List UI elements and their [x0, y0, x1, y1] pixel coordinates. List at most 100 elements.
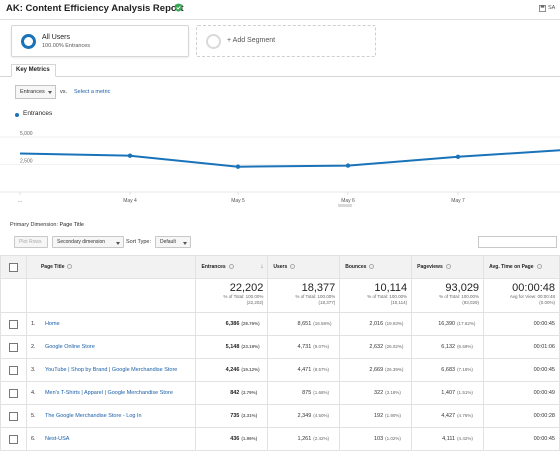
- help-icon[interactable]: [67, 264, 73, 270]
- column-header-page-title[interactable]: Page Title: [25, 255, 197, 279]
- table-header-row: Page Title Entrances ↓ Users Bounces Page…: [0, 255, 560, 279]
- data-point: [345, 163, 351, 168]
- segment-name: All Users: [42, 34, 71, 41]
- entrances-line-chart: 5,000 2,500... May 4 May 5 May 6 May 7: [0, 131, 560, 207]
- avg-time-cell: 00:00:49: [483, 381, 560, 405]
- pageviews-cell: 6,132 (6.59%): [411, 335, 485, 359]
- help-icon[interactable]: [536, 264, 542, 270]
- users-cell: 1,261 (2.42%): [267, 427, 341, 451]
- total-avg-time: 00:00:48 Avg for View: 00:00:48 (0.00%): [483, 278, 560, 313]
- row-checkbox[interactable]: [8, 365, 18, 375]
- primary-dimension: Primary Dimension: Page Title: [10, 222, 84, 228]
- help-icon[interactable]: [445, 264, 451, 270]
- save-button[interactable]: SA: [548, 5, 556, 11]
- row-rank: 3.: [30, 367, 36, 373]
- column-header-pageviews[interactable]: Pageviews: [411, 255, 485, 279]
- secondary-dimension-dropdown[interactable]: Secondary dimension: [52, 236, 124, 248]
- row-checkbox[interactable]: [8, 411, 18, 421]
- chevron-down-icon: [116, 242, 120, 245]
- sort-type-dropdown[interactable]: Default: [155, 236, 191, 248]
- table-search-input[interactable]: [478, 236, 557, 248]
- bounces-cell: 192 (1.90%): [339, 404, 413, 428]
- page-title-link[interactable]: The Google Merchandise Store - Log In: [44, 412, 142, 419]
- table-row: 3. YouTube | Shop by Brand | Google Merch…: [0, 358, 560, 382]
- avg-time-cell: 00:00:28: [483, 404, 560, 428]
- row-checkbox[interactable]: [8, 388, 18, 398]
- users-cell: 4,731 (9.07%): [267, 335, 341, 359]
- data-point: [127, 153, 133, 158]
- help-icon[interactable]: [290, 264, 296, 270]
- metric-dropdown-label: Entrances: [20, 89, 45, 95]
- page-title-link[interactable]: YouTube | Shop by Brand | Google Merchan…: [44, 366, 178, 373]
- secondary-dimension-label: Secondary dimension: [57, 239, 106, 245]
- y-tick-label: 5,000: [20, 131, 33, 137]
- pageviews-cell: 6,683 (7.18%): [411, 358, 485, 382]
- entrances-cell: 436 (1.96%): [195, 427, 269, 451]
- page-title-link[interactable]: Home: [44, 320, 60, 327]
- avg-time-cell: 00:00:45: [483, 427, 560, 451]
- page-title-link[interactable]: Nest-USA: [44, 435, 70, 442]
- users-cell: 8,651 (16.58%): [267, 312, 341, 336]
- table-row: 4. Men's T-Shirts | Apparel | Google Merc…: [0, 381, 560, 405]
- page-title-cell: 3. YouTube | Shop by Brand | Google Merch…: [25, 358, 197, 382]
- add-segment-label: + Add Segment: [227, 37, 276, 44]
- row-rank: 2.: [30, 344, 36, 350]
- row-checkbox[interactable]: [8, 342, 18, 352]
- entrances-cell: 6,386 (28.76%): [195, 312, 269, 336]
- vs-label: vs.: [60, 89, 68, 95]
- x-tick-label: ...: [18, 198, 22, 204]
- page-title-cell: 1. Home: [25, 312, 197, 336]
- users-cell: 875 (1.68%): [267, 381, 341, 405]
- empty-circle-icon: [206, 34, 221, 49]
- totals-row: 22,202% of Total: 100.00% (22,202) 18,377…: [0, 278, 560, 313]
- page-title-link[interactable]: Men's T-Shirts | Apparel | Google Mercha…: [44, 389, 173, 396]
- column-header-bounces[interactable]: Bounces: [339, 255, 413, 279]
- legend-entrances: Entrances: [23, 110, 53, 117]
- bounces-cell: 322 (3.18%): [339, 381, 413, 405]
- pageviews-cell: 4,427 (4.76%): [411, 404, 485, 428]
- select-metric-link[interactable]: Select a metric: [74, 89, 111, 95]
- bounces-cell: 2,632 (26.02%): [339, 335, 413, 359]
- help-icon[interactable]: [369, 264, 375, 270]
- entrances-cell: 4,246 (19.12%): [195, 358, 269, 382]
- segment-all-users[interactable]: All Users 100.00% Entrances: [11, 25, 189, 57]
- column-header-entrances[interactable]: Entrances ↓: [195, 255, 269, 279]
- column-header-users[interactable]: Users: [267, 255, 341, 279]
- bounces-cell: 2,669 (26.39%): [339, 358, 413, 382]
- users-cell: 4,471 (8.57%): [267, 358, 341, 382]
- save-icon[interactable]: [539, 5, 546, 12]
- x-tick-label: May 4: [123, 198, 137, 204]
- page-title-cell: 5. The Google Merchandise Store - Log In: [25, 404, 197, 428]
- entrances-cell: 842 (3.79%): [195, 381, 269, 405]
- metric-dropdown[interactable]: Entrances: [15, 85, 56, 99]
- total-entrances: 22,202% of Total: 100.00% (22,202): [195, 278, 269, 313]
- add-segment-button[interactable]: + Add Segment: [196, 25, 376, 57]
- users-cell: 2,349 (4.50%): [267, 404, 341, 428]
- tab-key-metrics[interactable]: Key Metrics: [11, 64, 56, 77]
- row-rank: 1.: [30, 321, 36, 327]
- table-row: 1. Home 6,386 (28.76%) 8,651 (16.58%) 2,016 (19…: [0, 312, 560, 336]
- help-icon[interactable]: [228, 264, 234, 270]
- legend-marker-icon: [15, 113, 19, 117]
- series-line-entrances: [19, 149, 560, 168]
- primary-dimension-value[interactable]: Page Title: [59, 222, 84, 228]
- row-checkbox[interactable]: [8, 434, 18, 444]
- data-table: Page Title Entrances ↓ Users Bounces Page…: [0, 255, 560, 451]
- entrances-cell: 735 (3.31%): [195, 404, 269, 428]
- data-point: [235, 164, 241, 169]
- pageviews-cell: 4,111 (4.42%): [411, 427, 485, 451]
- table-row: 5. The Google Merchandise Store - Log In 7…: [0, 404, 560, 428]
- entrances-cell: 5,148 (23.19%): [195, 335, 269, 359]
- select-all-checkbox[interactable]: [8, 262, 18, 272]
- page-title-cell: 4. Men's T-Shirts | Apparel | Google Merc…: [25, 381, 197, 405]
- table-row: 2. Google Online Store 5,148 (23.19%) 4,731(…: [0, 335, 560, 359]
- plot-rows-button[interactable]: Plot Rows: [14, 236, 48, 248]
- pageviews-cell: 16,390 (17.62%): [411, 312, 485, 336]
- column-header-avg-time[interactable]: Avg. Time on Page: [483, 255, 560, 279]
- x-tick-label: May 7: [451, 198, 465, 204]
- page-title-link[interactable]: Google Online Store: [44, 343, 95, 350]
- sort-type-value: Default: [160, 239, 176, 245]
- data-point: [455, 154, 461, 159]
- row-checkbox[interactable]: [8, 319, 18, 329]
- pageviews-cell: 1,407 (1.51%): [411, 381, 485, 405]
